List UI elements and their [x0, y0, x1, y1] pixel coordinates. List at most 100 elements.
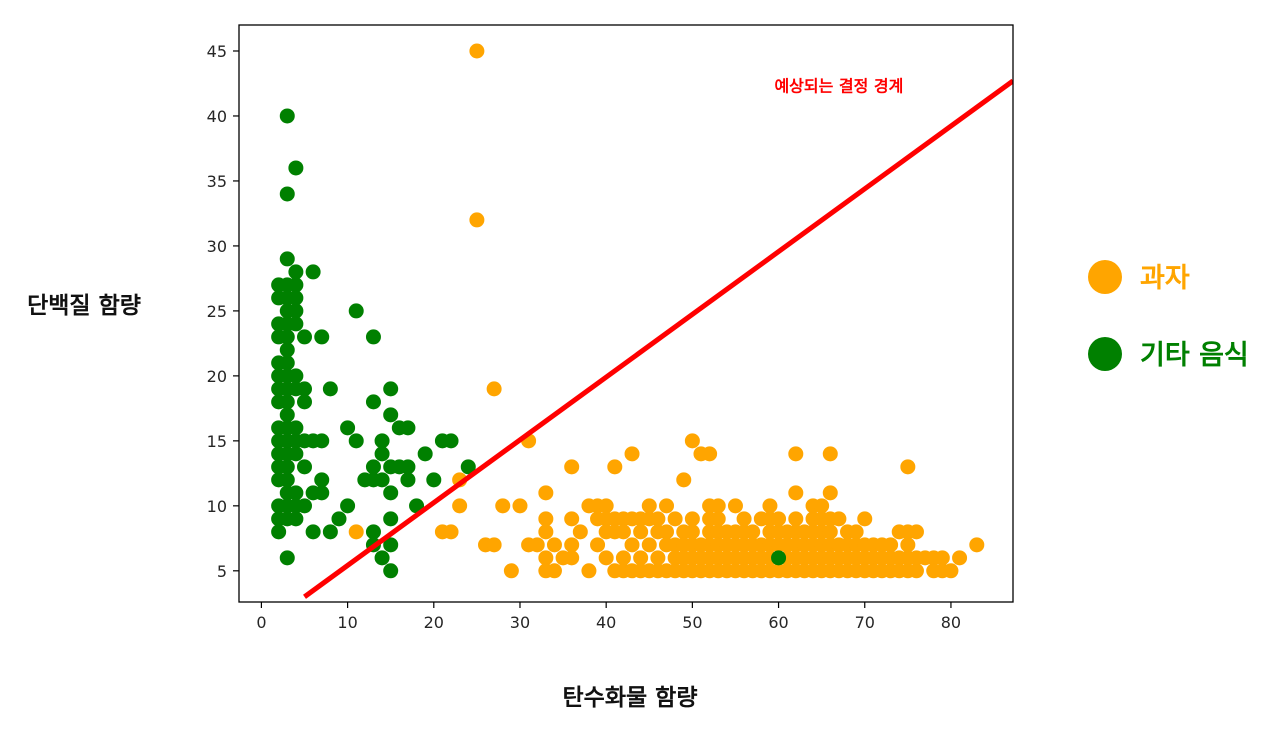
snack-point — [572, 524, 588, 540]
snack-point — [822, 485, 838, 501]
other-food-point — [288, 264, 304, 280]
other-food-point — [271, 524, 287, 540]
snack-point — [624, 446, 640, 462]
y-tick-label: 5 — [217, 562, 227, 581]
other-food-point — [383, 485, 399, 501]
y-tick-label: 25 — [207, 302, 227, 321]
other-food-point — [305, 264, 321, 280]
snack-point — [538, 485, 554, 501]
snack-point — [538, 524, 554, 540]
snack-point — [908, 524, 924, 540]
other-food-point — [288, 316, 304, 332]
other-food-point — [314, 485, 330, 501]
other-food-point — [383, 407, 399, 423]
legend-item-snack: 과자 — [1088, 260, 1190, 294]
other-food-point — [383, 511, 399, 527]
other-food-point — [400, 420, 416, 436]
other-food-point — [288, 420, 304, 436]
other-food-point — [288, 446, 304, 462]
snack-point — [443, 524, 459, 540]
snack-point — [788, 485, 804, 501]
other-food-point — [297, 498, 313, 514]
y-tick-label: 20 — [207, 367, 227, 386]
snack-point — [900, 537, 916, 553]
other-food-point — [279, 407, 295, 423]
other-food-point — [288, 511, 304, 527]
y-axis: 5 10 15 20 25 30 35 40 45 — [207, 42, 239, 581]
snack-point — [788, 511, 804, 527]
snack-point — [564, 511, 580, 527]
snack-point — [702, 446, 718, 462]
snack-point — [529, 537, 545, 553]
snack-point — [762, 498, 778, 514]
plot-frame — [238, 24, 1014, 603]
other-food-point — [297, 394, 313, 410]
x-tick-label: 50 — [682, 613, 702, 632]
other-food-point — [340, 498, 356, 514]
x-tick-label: 10 — [337, 613, 357, 632]
other-food-point — [288, 277, 304, 293]
snack-point — [469, 43, 485, 59]
other-food-point — [365, 394, 381, 410]
snack-point — [822, 524, 838, 540]
y-tick-label: 35 — [207, 172, 227, 191]
snack-point — [659, 524, 675, 540]
snack-point — [684, 433, 700, 449]
snack-point — [633, 550, 649, 566]
series-snack — [348, 43, 985, 579]
other-food-point — [400, 459, 416, 475]
x-axis-title: 탄수화물 함량 — [563, 685, 698, 711]
other-food-point — [271, 290, 287, 306]
other-food-point — [365, 329, 381, 345]
other-food-point — [288, 160, 304, 176]
snack-point — [546, 537, 562, 553]
x-tick-label: 70 — [855, 613, 875, 632]
snack-point — [684, 511, 700, 527]
legend-label-other-food: 기타 음식 — [1140, 340, 1249, 371]
y-tick-label: 10 — [207, 497, 227, 516]
snack-point — [538, 550, 554, 566]
x-axis: 0 10 20 30 40 50 60 70 80 — [256, 602, 961, 632]
snack-point — [667, 511, 683, 527]
snack-point — [512, 498, 528, 514]
other-food-point — [297, 329, 313, 345]
other-food-point — [426, 472, 442, 488]
other-food-point — [279, 355, 295, 371]
snack-point — [736, 511, 752, 527]
other-food-point — [314, 433, 330, 449]
snack-point — [469, 212, 485, 228]
other-food-point — [314, 329, 330, 345]
other-food-point — [365, 524, 381, 540]
legend: 과자 기타 음식 — [1088, 260, 1249, 371]
other-food-point — [417, 446, 433, 462]
other-food-point — [279, 342, 295, 358]
other-food-point — [374, 550, 390, 566]
other-food-point — [279, 108, 295, 124]
y-tick-label: 40 — [207, 107, 227, 126]
other-food-point — [314, 472, 330, 488]
other-food-point — [297, 459, 313, 475]
other-food-point — [279, 394, 295, 410]
snack-point — [684, 524, 700, 540]
snack-point — [546, 563, 562, 579]
snack-point — [564, 550, 580, 566]
snack-point — [745, 524, 761, 540]
other-food-point — [383, 381, 399, 397]
other-food-point — [322, 381, 338, 397]
snack-point — [831, 511, 847, 527]
snack-point — [908, 563, 924, 579]
snack-point — [564, 459, 580, 475]
other-food-point — [279, 329, 295, 345]
annotations: 예상되는 결정 경계 — [774, 76, 903, 95]
other-food-point — [383, 537, 399, 553]
snack-point — [934, 550, 950, 566]
snack-point — [633, 524, 649, 540]
snack-point — [495, 498, 511, 514]
snack-point — [710, 511, 726, 527]
snack-point — [564, 537, 580, 553]
other-food-point — [460, 459, 476, 475]
snack-point — [650, 511, 666, 527]
other-food-point — [288, 368, 304, 384]
other-food-point — [279, 550, 295, 566]
